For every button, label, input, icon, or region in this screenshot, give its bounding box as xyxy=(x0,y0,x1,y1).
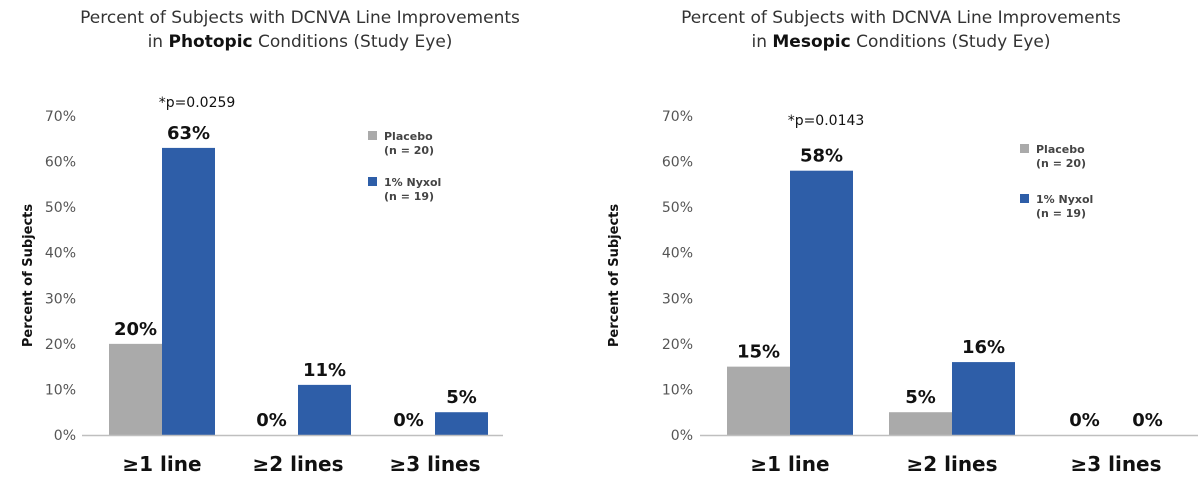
title-line-1: Percent of Subjects with DCNVA Line Impr… xyxy=(681,8,1121,28)
y-tick-label: 10% xyxy=(662,382,693,398)
p-value-annotation: *p=0.0143 xyxy=(788,113,865,129)
data-label: 0% xyxy=(1069,410,1100,431)
chart-title: Percent of Subjects with DCNVA Line Impr… xyxy=(0,6,600,54)
legend-label: 1% Nyxol xyxy=(384,176,441,189)
data-label: 5% xyxy=(905,387,936,408)
data-label: 58% xyxy=(800,146,843,167)
category-label: ≥3 lines xyxy=(389,452,480,476)
legend-n-label: (n = 19) xyxy=(1036,207,1086,220)
y-tick-label: 60% xyxy=(45,155,76,171)
y-tick-label: 0% xyxy=(671,428,693,444)
bar-chart-mesopic: 0% 10% 20% 30% 40% 50% 60% 70% Percent of Subjec… xyxy=(607,109,1198,476)
category-label: ≥2 lines xyxy=(252,452,343,476)
data-label: 20% xyxy=(114,319,157,340)
title-post: Conditions (Study Eye) xyxy=(850,32,1051,52)
y-tick-label: 40% xyxy=(662,246,693,262)
bar-nyxol xyxy=(952,362,1015,435)
bar-nyxol xyxy=(790,170,853,435)
y-tick-label: 30% xyxy=(662,291,693,307)
chart-title: Percent of Subjects with DCNVA Line Impr… xyxy=(600,6,1202,54)
bar-nyxol xyxy=(435,412,488,435)
y-tick-label: 70% xyxy=(662,109,693,125)
title-line-1: Percent of Subjects with DCNVA Line Impr… xyxy=(80,8,520,28)
data-label: 11% xyxy=(303,360,346,381)
title-pre: in xyxy=(751,32,773,52)
category-label: ≥1 line xyxy=(122,452,201,476)
data-label: 15% xyxy=(737,342,780,363)
bar-placebo xyxy=(727,366,790,435)
y-tick-label: 70% xyxy=(45,109,76,125)
bar-chart-photopic: 0% 10% 20% 30% 40% 50% 60% 70% Percent of Subjec… xyxy=(21,95,503,476)
y-tick-label: 0% xyxy=(54,428,76,444)
bar-nyxol xyxy=(162,147,215,435)
data-label: 0% xyxy=(256,410,287,431)
y-tick-label: 30% xyxy=(45,291,76,307)
legend-n-label: (n = 20) xyxy=(384,144,434,157)
data-label: 16% xyxy=(962,337,1005,358)
bar-placebo xyxy=(109,343,162,435)
title-line-2: in Mesopic Conditions (Study Eye) xyxy=(600,30,1202,54)
bar-nyxol xyxy=(298,384,351,435)
title-pre: in xyxy=(147,32,169,52)
legend-label: Placebo xyxy=(384,130,433,143)
chart-panel-mesopic: Percent of Subjects with DCNVA Line Impr… xyxy=(600,0,1202,502)
legend-label: Placebo xyxy=(1036,143,1085,156)
data-label: 5% xyxy=(446,387,477,408)
legend-swatch-placebo xyxy=(368,131,377,140)
title-condition: Photopic xyxy=(168,32,253,52)
chart-panel-photopic: Percent of Subjects with DCNVA Line Impr… xyxy=(0,0,600,502)
data-label: 0% xyxy=(393,410,424,431)
category-label: ≥3 lines xyxy=(1070,452,1161,476)
title-line-2: in Photopic Conditions (Study Eye) xyxy=(0,30,600,54)
y-tick-label: 20% xyxy=(45,337,76,353)
legend-label: 1% Nyxol xyxy=(1036,193,1093,206)
y-tick-label: 10% xyxy=(45,382,76,398)
y-tick-label: 60% xyxy=(662,155,693,171)
data-label: 63% xyxy=(167,123,210,144)
title-condition: Mesopic xyxy=(772,32,851,52)
legend-n-label: (n = 20) xyxy=(1036,157,1086,170)
category-label: ≥1 line xyxy=(750,452,829,476)
y-tick-label: 50% xyxy=(45,200,76,216)
y-tick-label: 50% xyxy=(662,200,693,216)
legend-swatch-nyxol xyxy=(1020,194,1029,203)
title-post: Conditions (Study Eye) xyxy=(252,32,453,52)
p-value-annotation: *p=0.0259 xyxy=(159,95,236,111)
category-label: ≥2 lines xyxy=(906,452,997,476)
y-axis-label: Percent of Subjects xyxy=(21,204,36,348)
data-label: 0% xyxy=(1132,410,1163,431)
legend-swatch-nyxol xyxy=(368,177,377,186)
legend-n-label: (n = 19) xyxy=(384,190,434,203)
y-axis-label: Percent of Subjects xyxy=(607,204,622,348)
bar-placebo xyxy=(889,412,952,435)
y-tick-label: 40% xyxy=(45,246,76,262)
legend-swatch-placebo xyxy=(1020,144,1029,153)
y-tick-label: 20% xyxy=(662,337,693,353)
